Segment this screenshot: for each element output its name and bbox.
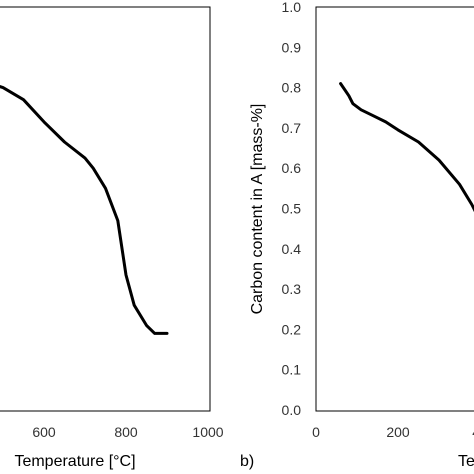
panel-b-y-tick-label: 0.0: [282, 402, 302, 418]
panel-a-plot-frame: [0, 6, 211, 412]
panel-a-x-tick-label: 600: [32, 424, 56, 440]
panel-b-y-tick-label: 0.9: [282, 39, 302, 55]
panel-b-y-tick-label: 0.6: [282, 160, 302, 176]
panel-a-x-tick-label: 800: [114, 424, 138, 440]
panel-b-plot-frame: [315, 6, 474, 412]
panel-b-x-tick-label: 0: [312, 424, 320, 440]
panel-a-x-ticks: 600 800 1000: [32, 424, 223, 440]
panel-b-y-axis-label: Carbon content in A [mass-%]: [249, 104, 266, 315]
panel-b-y-tick-label: 0.2: [282, 321, 302, 337]
panel-a-series-line: [0, 85, 169, 335]
panel-b-x-tick-label: 40: [472, 424, 474, 440]
panel-b-y-tick-label: 0.5: [282, 201, 302, 217]
panel-b-y-tick-label: 0.7: [282, 120, 302, 136]
panel-b-y-tick-label: 0.8: [282, 80, 302, 96]
panel-b-x-axis-label: Te: [458, 453, 474, 470]
panel-b: 0.0 0.1 0.2 0.3 0.4 0.5 0.6 0.7 0.8 0.9 1.0 0 200 40…: [249, 0, 474, 470]
panel-b-y-tick-label: 0.1: [282, 362, 302, 378]
panel-b-x-tick-label: 200: [386, 424, 410, 440]
panel-b-series-line: [339, 82, 474, 213]
panel-a: 600 800 1000 Temperature [°C]: [0, 6, 224, 470]
panel-b-x-ticks: 0 200 40: [312, 424, 474, 440]
panel-b-y-ticks: 0.0 0.1 0.2 0.3 0.4 0.5 0.6 0.7 0.8 0.9 1.0: [282, 0, 302, 418]
panel-b-y-tick-label: 1.0: [282, 0, 302, 15]
panel-b-y-tick-label: 0.3: [282, 281, 302, 297]
panel-b-y-tick-label: 0.4: [282, 241, 302, 257]
panel-b-tag: b): [240, 453, 254, 470]
panel-a-x-tick-label: 1000: [192, 424, 223, 440]
panel-a-x-axis-label: Temperature [°C]: [14, 453, 135, 470]
